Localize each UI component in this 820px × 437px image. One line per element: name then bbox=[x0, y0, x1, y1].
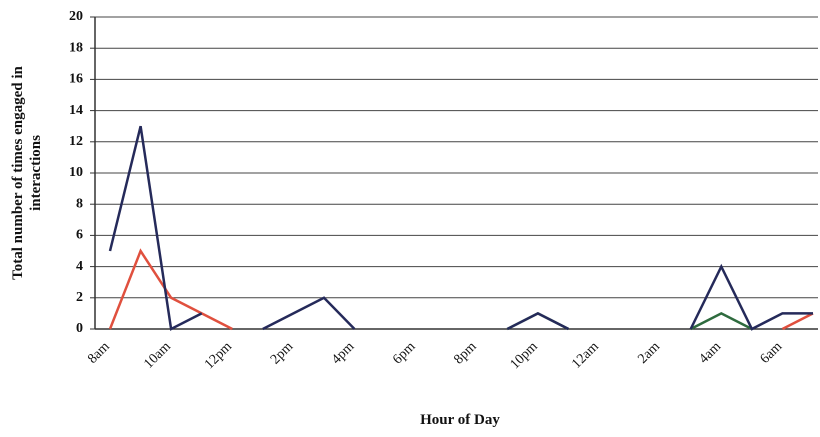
y-tick-label: 6 bbox=[76, 228, 83, 243]
x-tick-label: 2am bbox=[635, 339, 663, 367]
x-tick-label: 4am bbox=[696, 339, 724, 367]
y-tick-label: 14 bbox=[69, 103, 83, 118]
y-tick-label: 8 bbox=[76, 196, 83, 211]
x-tick-label: 8pm bbox=[451, 339, 479, 367]
y-tick-label: 16 bbox=[69, 72, 83, 87]
y-axis-title-line: Total number of times engaged in bbox=[10, 65, 26, 279]
y-tick-label: 18 bbox=[69, 40, 83, 55]
series-line bbox=[108, 125, 813, 331]
x-tick-label: 10pm bbox=[508, 339, 541, 372]
x-tick-label: 6pm bbox=[390, 339, 418, 367]
x-tick-label: 8am bbox=[85, 339, 113, 367]
y-tick-label: 2 bbox=[76, 290, 83, 305]
series-line bbox=[108, 248, 814, 331]
y-tick-label: 10 bbox=[69, 165, 83, 180]
x-tick-label: 12am bbox=[569, 339, 602, 372]
x-tick-label: 10am bbox=[141, 339, 174, 372]
y-axis-title: Total number of times engaged in interac… bbox=[10, 65, 44, 279]
x-tick-label: 4pm bbox=[329, 339, 357, 367]
x-tick-label: 2pm bbox=[268, 339, 296, 367]
y-tick-label: 20 bbox=[69, 9, 83, 24]
y-tick-label: 12 bbox=[69, 134, 83, 149]
x-axis-title: Hour of Day bbox=[420, 412, 500, 428]
y-axis-title-line: interactions bbox=[28, 135, 44, 211]
y-tick-label: 4 bbox=[76, 259, 83, 274]
x-tick-label: 12pm bbox=[202, 339, 235, 372]
y-tick-label: 0 bbox=[76, 321, 83, 336]
x-tick-label: 6am bbox=[758, 339, 786, 367]
